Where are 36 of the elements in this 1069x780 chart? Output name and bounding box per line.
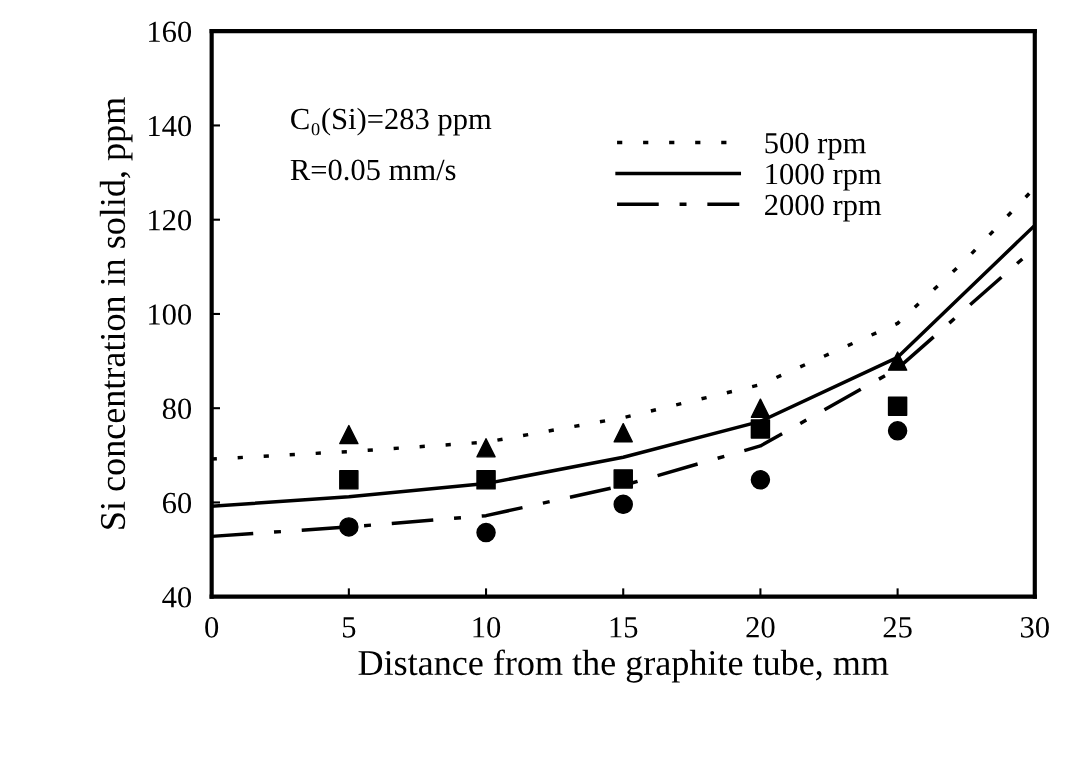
- point: [613, 422, 633, 443]
- annotation: C₀(Si)=283 ppm: [291, 107, 492, 136]
- legend-label: 2000 rpm: [765, 194, 882, 222]
- y-tick-label: 140: [149, 115, 192, 137]
- annotation: R=0.05 mm/s: [290, 159, 456, 181]
- point: [887, 396, 908, 417]
- x-tick-label: 25: [883, 617, 912, 638]
- y-tick-label: 160: [149, 21, 192, 43]
- x-tick-label: 0: [205, 617, 219, 638]
- point: [476, 522, 496, 543]
- point: [476, 470, 496, 490]
- x-tick-label: 30: [1020, 617, 1049, 638]
- y-tick-label: 80: [162, 398, 192, 420]
- x-axis-title: Distance from the graphite tube, mm: [358, 649, 889, 683]
- point: [750, 419, 771, 439]
- point: [339, 424, 359, 445]
- legend-label: 1000 rpm: [766, 163, 882, 191]
- point: [887, 351, 908, 371]
- y-tick-label: 120: [149, 209, 192, 231]
- legend-label: 500 rpm: [765, 132, 866, 160]
- y-tick-label: 40: [162, 586, 192, 608]
- point: [613, 494, 633, 515]
- point: [339, 470, 359, 490]
- point: [750, 398, 771, 418]
- x-tick-label: 15: [610, 617, 638, 638]
- x-tick-label: 20: [746, 617, 775, 638]
- y-tick-label: 60: [162, 492, 192, 514]
- x-tick-label: 10: [473, 617, 501, 638]
- point: [750, 470, 771, 490]
- point: [339, 517, 359, 537]
- x-tick-label: 5: [342, 617, 356, 638]
- y-tick-label: 100: [149, 304, 192, 325]
- y-axis-title: Si concentration in solid, ppm: [99, 97, 133, 529]
- point: [476, 438, 496, 458]
- point: [613, 469, 633, 489]
- point: [887, 421, 908, 441]
